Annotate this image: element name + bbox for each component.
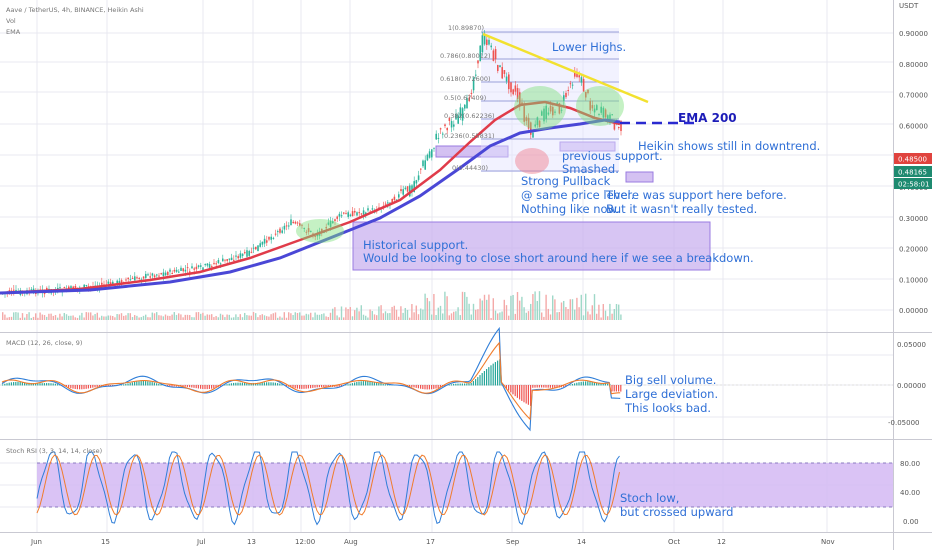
price-tick: 0.20000 bbox=[899, 246, 928, 254]
stoch-title: Stoch RSI (3, 3, 14, 14, close) bbox=[6, 447, 102, 455]
stoch-tick-1: 80.00 bbox=[900, 460, 920, 468]
annotation-lower-highs: Lower Highs. bbox=[552, 40, 626, 54]
time-label: Oct bbox=[668, 538, 680, 546]
price-tick: 0.60000 bbox=[899, 122, 928, 130]
macd-panel[interactable] bbox=[0, 333, 893, 439]
time-label: Sep bbox=[506, 538, 520, 546]
stoch-k-line bbox=[36, 451, 620, 526]
top-highlight-right bbox=[576, 86, 624, 126]
time-label: Jun bbox=[30, 538, 42, 546]
annotation-stoch-1: Stoch low, bbox=[620, 491, 679, 505]
second-price-badge bbox=[894, 166, 932, 177]
price-tick: 0.30000 bbox=[899, 215, 928, 223]
time-label: Nov bbox=[821, 538, 835, 546]
currency-label: USDT bbox=[899, 2, 919, 10]
price-tick: 0.90000 bbox=[899, 30, 928, 38]
time-label: 12 bbox=[717, 538, 726, 546]
time-label: Aug bbox=[344, 538, 358, 546]
price-tick: 0.80000 bbox=[899, 61, 928, 69]
vol-header: Vol bbox=[6, 17, 16, 25]
macd-tick-3: -0.05000 bbox=[888, 419, 919, 427]
macd-histogram bbox=[2, 359, 622, 406]
annotation-ema200: EMA 200 bbox=[678, 111, 737, 125]
support-box-right bbox=[625, 171, 654, 183]
fib-label-05: 0.5(0.67409) bbox=[444, 94, 486, 102]
macd-tick-2: 0.00000 bbox=[897, 382, 926, 390]
right-price-axis[interactable] bbox=[893, 0, 932, 550]
fib-label-0236: 0.236(0.55831) bbox=[444, 132, 495, 140]
annotation-pullback-2: @ same price level. bbox=[521, 188, 634, 202]
volume-bars bbox=[2, 291, 622, 320]
annotation-macd-3: This looks bad. bbox=[624, 401, 711, 415]
annotation-support-before-2: But it wasn't really tested. bbox=[606, 202, 757, 216]
support-highlight bbox=[296, 219, 344, 243]
price-tick: 0.10000 bbox=[899, 276, 928, 284]
ema-header: EMA bbox=[6, 28, 21, 36]
fib-label-1: 1(0.89870) bbox=[448, 24, 484, 32]
time-label: Jul bbox=[196, 538, 206, 546]
annotation-stoch-2: but crossed upward bbox=[620, 505, 733, 519]
fib-region bbox=[481, 28, 619, 172]
lower-highs-trendline bbox=[482, 32, 649, 104]
price-tick: 0.00000 bbox=[899, 307, 928, 315]
stoch-band bbox=[37, 463, 893, 507]
support-box-mid bbox=[559, 141, 616, 152]
annotation-historical-1: Historical support. bbox=[363, 238, 468, 252]
countdown-badge bbox=[894, 178, 932, 189]
fib-label-0786: 0.786(0.80012) bbox=[440, 52, 491, 60]
support-box-left bbox=[435, 145, 509, 158]
fib-label-0: 0(0.44430) bbox=[452, 164, 488, 172]
price-tick: 0.70000 bbox=[899, 92, 928, 100]
ema-line-red bbox=[0, 100, 621, 295]
stoch-d-line bbox=[36, 454, 620, 516]
time-label: 14 bbox=[577, 538, 586, 546]
annotation-prev-support-1: previous support. bbox=[562, 149, 663, 163]
price-panel[interactable] bbox=[0, 0, 893, 332]
time-label: 13 bbox=[247, 538, 256, 546]
historical-support-zone bbox=[352, 221, 711, 271]
countdown-text: 02:58:01 bbox=[898, 181, 929, 189]
pullback-highlight bbox=[515, 148, 549, 174]
fib-label-0618: 0.618(0.72600) bbox=[440, 75, 491, 83]
current-price-text: 0.48500 bbox=[898, 156, 927, 164]
macd-title: MACD (12, 26, close, 9) bbox=[6, 339, 82, 347]
annotation-macd-2: Large deviation. bbox=[625, 387, 718, 401]
symbol-header: Aave / TetherUS, 4h, BINANCE, Heikin Ash… bbox=[6, 6, 144, 14]
time-axis[interactable]: Jun 15 Jul 13 12:00 Aug 17 Sep 14 Oct 12 Nov bbox=[30, 538, 835, 546]
ema-200-line bbox=[0, 118, 621, 295]
stoch-tick-3: 0.00 bbox=[903, 518, 919, 526]
time-label: 12:00 bbox=[295, 538, 315, 546]
annotation-pullback-3: Nothing like now. bbox=[521, 202, 620, 216]
annotation-historical-2: Would be looking to close short around h… bbox=[363, 251, 754, 265]
top-highlight-left bbox=[514, 86, 566, 130]
second-price-text: 0.48165 bbox=[898, 169, 927, 177]
annotation-support-before-1: There was support here before. bbox=[605, 188, 787, 202]
stoch-tick-2: 40.00 bbox=[900, 489, 920, 497]
time-label: 17 bbox=[426, 538, 435, 546]
annotation-prev-support-2: Smashed. bbox=[562, 162, 619, 176]
annotation-heikin: Heikin shows still in downtrend. bbox=[638, 139, 820, 153]
macd-signal-line bbox=[1, 341, 621, 421]
fib-label-0382: 0.382(0.62236) bbox=[444, 112, 495, 120]
current-price-badge bbox=[894, 153, 932, 164]
time-label: 15 bbox=[101, 538, 110, 546]
annotation-macd-1: Big sell volume. bbox=[625, 373, 716, 387]
macd-tick-1: 0.05000 bbox=[897, 341, 926, 349]
annotation-pullback-1: Strong Pullback bbox=[521, 174, 611, 188]
